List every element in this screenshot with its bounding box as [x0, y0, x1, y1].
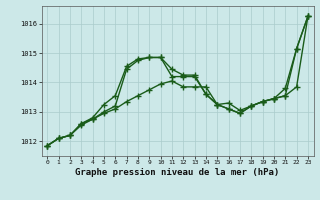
X-axis label: Graphe pression niveau de la mer (hPa): Graphe pression niveau de la mer (hPa) — [76, 168, 280, 177]
